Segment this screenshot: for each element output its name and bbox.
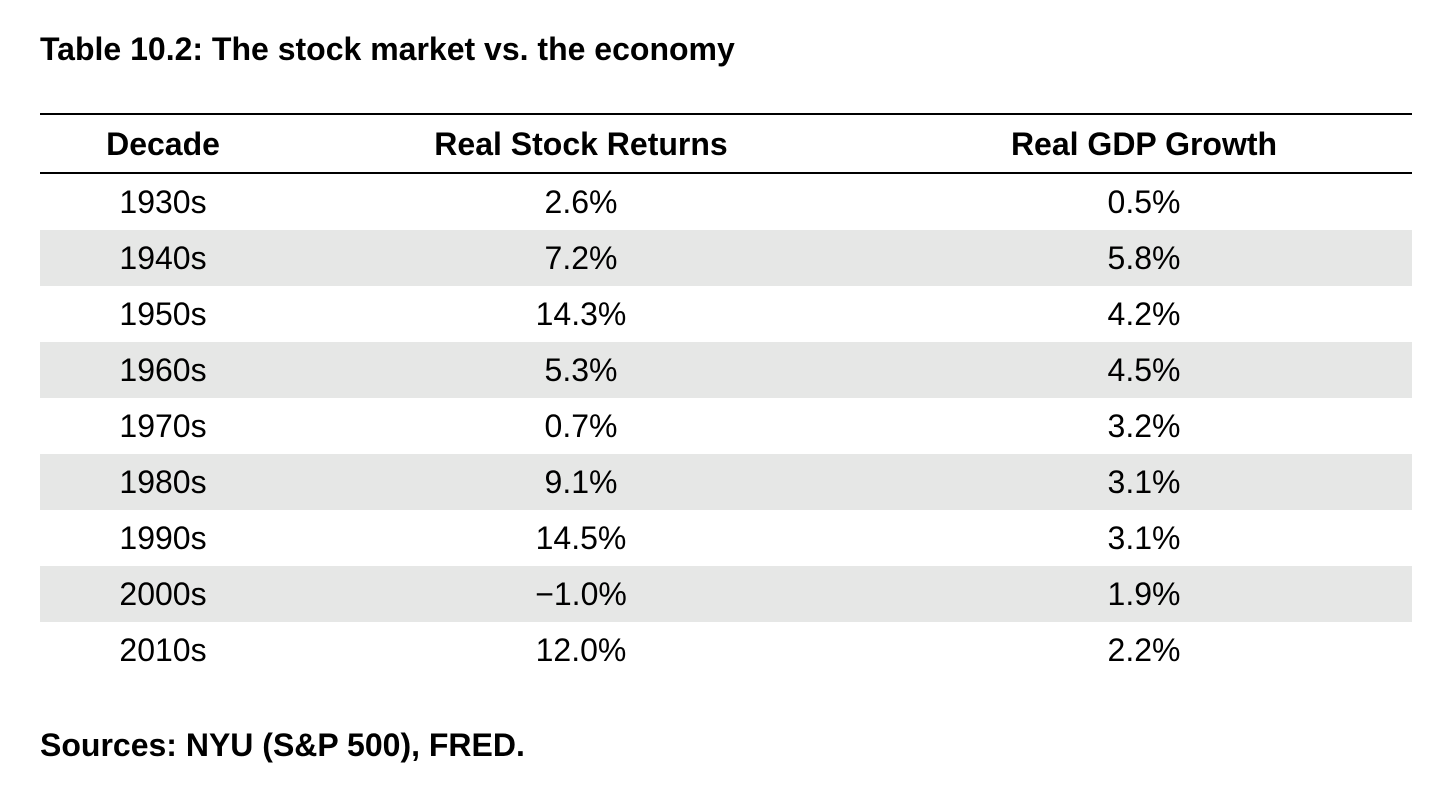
column-header-real-gdp-growth: Real GDP Growth bbox=[1010, 125, 1278, 162]
table-row: 2010s 12.0% 2.2% bbox=[40, 622, 1412, 678]
gdp-growth-cell: 4.5% bbox=[1107, 352, 1181, 388]
decade-cell: 2000s bbox=[119, 576, 207, 612]
decade-cell: 1940s bbox=[119, 240, 207, 276]
data-table: Decade Real Stock Returns Real GDP Growt… bbox=[40, 113, 1412, 678]
decade-cell: 1950s bbox=[119, 296, 207, 332]
table-row: 1960s 5.3% 4.5% bbox=[40, 342, 1412, 398]
decade-cell: 1930s bbox=[119, 184, 207, 220]
stock-returns-cell: 14.5% bbox=[535, 520, 627, 556]
decade-cell: 2010s bbox=[119, 632, 207, 668]
gdp-growth-cell: 1.9% bbox=[1107, 576, 1181, 612]
gdp-growth-cell: 0.5% bbox=[1107, 184, 1181, 220]
gdp-growth-cell: 3.1% bbox=[1107, 464, 1181, 500]
decade-cell: 1990s bbox=[119, 520, 207, 556]
gdp-growth-cell: 3.2% bbox=[1107, 408, 1181, 444]
decade-cell: 1980s bbox=[119, 464, 207, 500]
stock-returns-cell: 12.0% bbox=[535, 632, 627, 668]
table-row: 1970s 0.7% 3.2% bbox=[40, 398, 1412, 454]
column-header-real-stock-returns: Real Stock Returns bbox=[434, 125, 728, 162]
column-header-decade: Decade bbox=[106, 125, 220, 162]
stock-returns-cell: 9.1% bbox=[544, 464, 618, 500]
table-title: Table 10.2: The stock market vs. the eco… bbox=[40, 31, 735, 67]
gdp-growth-cell: 3.1% bbox=[1107, 520, 1181, 556]
table-row: 1930s 2.6% 0.5% bbox=[40, 174, 1412, 230]
decade-cell: 1960s bbox=[119, 352, 207, 388]
table-row: 2000s −1.0% 1.9% bbox=[40, 566, 1412, 622]
stock-returns-cell: 0.7% bbox=[544, 408, 618, 444]
table-row: 1950s 14.3% 4.2% bbox=[40, 286, 1412, 342]
stock-returns-cell: 5.3% bbox=[544, 352, 618, 388]
gdp-growth-cell: 2.2% bbox=[1107, 632, 1181, 668]
gdp-growth-cell: 4.2% bbox=[1107, 296, 1181, 332]
table-row: 1940s 7.2% 5.8% bbox=[40, 230, 1412, 286]
gdp-growth-cell: 5.8% bbox=[1107, 240, 1181, 276]
stock-returns-cell: −1.0% bbox=[535, 576, 627, 612]
table-row: 1990s 14.5% 3.1% bbox=[40, 510, 1412, 566]
source-note: Sources: NYU (S&P 500), FRED. bbox=[40, 727, 525, 763]
decade-cell: 1970s bbox=[119, 408, 207, 444]
stock-returns-cell: 2.6% bbox=[544, 184, 618, 220]
table-row: 1980s 9.1% 3.1% bbox=[40, 454, 1412, 510]
table-header-row: Decade Real Stock Returns Real GDP Growt… bbox=[40, 115, 1412, 174]
stock-returns-cell: 14.3% bbox=[535, 296, 627, 332]
stock-returns-cell: 7.2% bbox=[544, 240, 618, 276]
